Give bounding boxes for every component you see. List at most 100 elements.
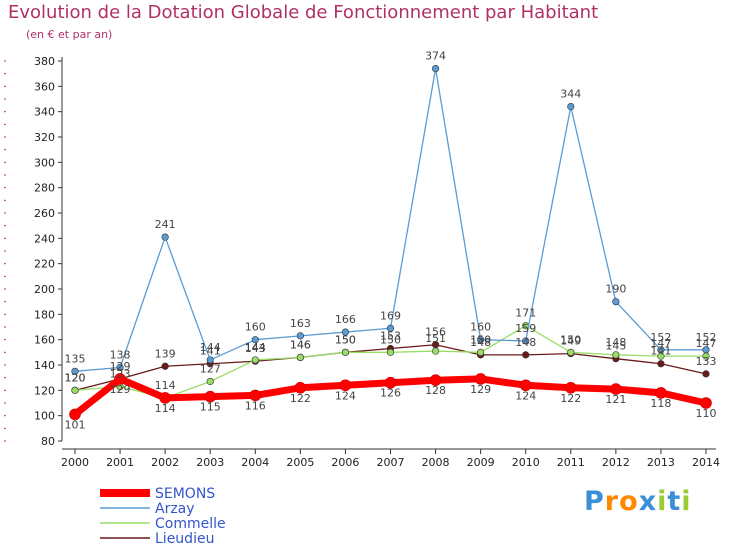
data-label-commelle: 150 [470,333,491,346]
y-tick-label: 160 [34,334,55,347]
data-point-semons [294,381,307,394]
x-tick-label: 2002 [151,456,179,469]
data-point-semons [384,376,397,389]
data-point-commelle [296,353,304,362]
data-label-semons: 110 [696,407,717,420]
data-point-lieudieu [657,360,665,368]
data-point-arzay [251,336,259,344]
x-tick-label: 2010 [512,456,540,469]
legend-label-lieudieu: Lieudieu [155,531,214,547]
data-label-lieudieu: 153 [380,330,401,343]
data-label-commelle: 150 [560,333,581,346]
data-label-arzay: 166 [335,313,356,326]
data-point-commelle [341,348,350,356]
data-label-semons: 122 [560,392,581,405]
data-label-arzay: 163 [290,317,311,330]
data-label-semons: 124 [335,389,356,402]
data-point-arzay [341,328,350,336]
data-label-lieudieu: 133 [696,355,717,368]
data-point-semons [700,397,712,409]
data-point-arzay [296,332,304,340]
data-label-lieudieu: 143 [245,342,266,355]
data-label-commelle: 148 [605,336,626,349]
data-label-arzay: 152 [696,331,717,344]
y-tick-label: 120 [34,384,55,397]
data-label-lieudieu: 120 [65,371,86,384]
data-label-arzay: 159 [515,322,536,335]
legend-label-commelle: Commelle [155,516,226,532]
y-tick-label: 200 [34,283,55,296]
y-tick-label: 140 [34,359,55,372]
y-tick-label: 340 [34,106,55,119]
logo-letter: i [681,486,692,517]
data-label-semons: 122 [290,392,311,405]
y-tick-label: 280 [34,182,55,195]
data-point-arzay [206,356,214,364]
data-label-commelle: 147 [696,337,717,350]
data-label-semons: 118 [650,397,671,410]
data-point-arzay [71,367,79,375]
data-label-semons: 114 [155,402,176,415]
data-point-lieudieu [522,351,530,359]
data-point-commelle [431,347,440,355]
chart-title: Evolution de la Dotation Globale de Fonc… [8,2,599,23]
x-tick-label: 2007 [377,456,405,469]
data-label-commelle: 150 [335,333,356,346]
data-label-arzay: 241 [155,218,176,231]
data-label-lieudieu: 156 [425,326,446,339]
x-tick-label: 2012 [602,456,630,469]
x-tick-label: 2008 [422,456,450,469]
data-label-semons: 129 [110,383,131,396]
data-label-semons: 126 [380,387,401,400]
data-point-arzay [567,102,575,111]
data-label-semons: 124 [515,389,536,402]
data-label-commelle: 147 [650,337,671,350]
data-point-semons [114,373,126,385]
logo-letter: t [667,486,682,517]
data-label-arzay: 152 [650,331,671,344]
data-point-semons [474,373,487,385]
data-point-commelle [71,386,79,394]
data-label-commelle: 151 [425,332,446,345]
data-label-arzay: 190 [605,283,626,296]
data-point-lieudieu [161,362,169,370]
x-tick-label: 2001 [106,456,134,469]
data-point-arzay [702,346,710,354]
logo-letter: r [604,486,620,517]
data-label-arzay: 160 [245,321,266,334]
proxiti-logo: Proxiti [584,486,692,517]
y-tick-label: 80 [41,435,55,448]
data-point-arzay [161,233,169,241]
data-point-semons [564,381,577,394]
data-label-lieudieu: 139 [155,347,176,360]
y-tick-label: 260 [34,207,55,220]
data-point-semons [655,387,667,399]
data-point-arzay [116,363,124,372]
data-label-commelle: 127 [200,362,221,375]
x-tick-label: 2009 [467,456,495,469]
data-label-semons: 101 [65,418,86,431]
data-label-commelle: 146 [290,338,311,351]
x-tick-label: 2005 [286,456,314,469]
x-tick-label: 2004 [241,456,269,469]
x-tick-label: 2003 [196,456,224,469]
data-point-semons [69,408,81,421]
x-tick-label: 2013 [647,456,675,469]
data-label-arzay: 135 [65,352,86,365]
data-label-commelle: 120 [65,371,86,384]
logo-letter: i [657,486,668,517]
data-point-commelle [251,356,259,364]
data-label-arzay: 144 [200,341,221,354]
data-point-commelle [206,377,214,386]
data-label-lieudieu: 129 [110,360,131,373]
data-point-commelle [477,348,485,356]
y-tick-label: 240 [34,232,55,245]
data-point-arzay [431,64,440,73]
data-label-commelle: 144 [245,341,266,354]
x-tick-label: 2000 [61,456,89,469]
legend-label-semons: SEMONS [155,486,215,502]
data-point-arzay [657,346,665,354]
data-point-commelle [567,348,575,356]
